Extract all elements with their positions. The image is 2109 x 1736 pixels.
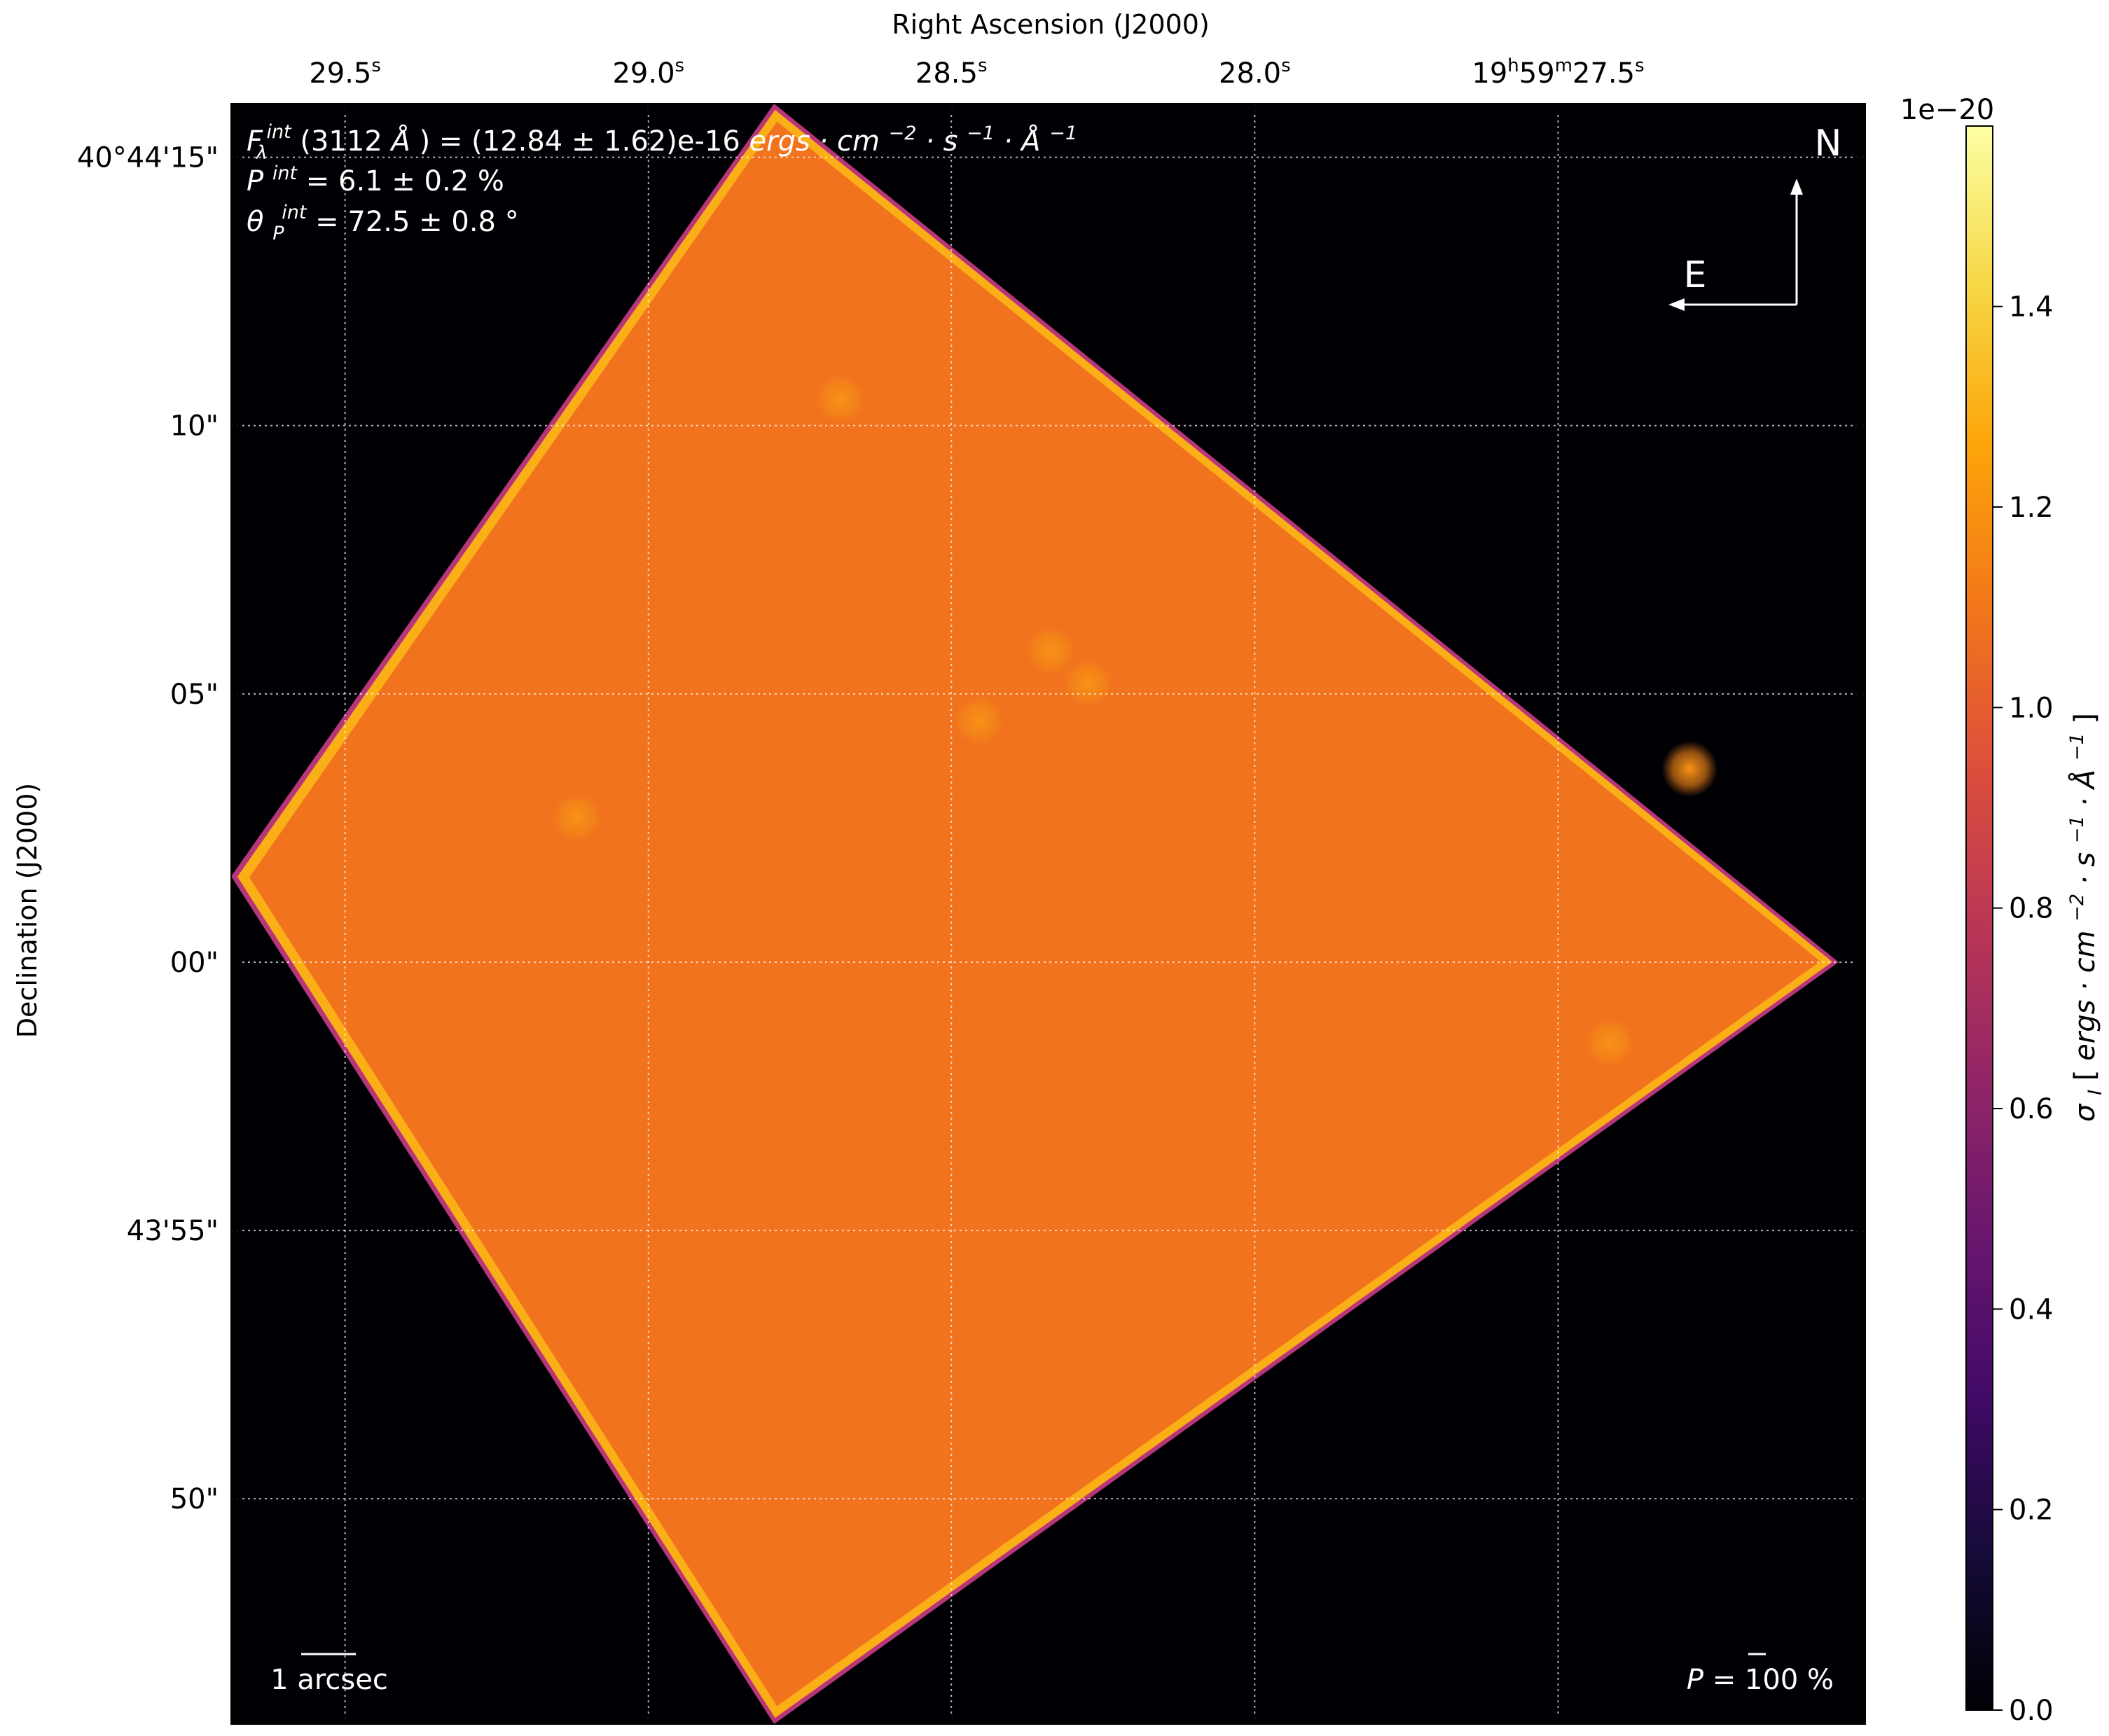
colorbar-tick-label: 1.4 [2009,291,2054,324]
cbar-close: ] [2069,713,2101,724]
flux-symbol: F [247,125,263,158]
x-ticks: 29.5s 29.0s 28.5s 28.0s 19h59m27.5s [309,55,1645,1724]
colorbar-tick-label: 0.0 [2009,1695,2054,1727]
x-tick-label: 28.5s [915,55,988,90]
colorbar-tick-label: 0.8 [2009,893,2054,925]
pol-symbol: P [247,165,264,197]
source-1 [950,693,1007,749]
flux-unit-c: · Å [1004,124,1041,158]
colorbar-tick-label: 1.2 [2009,492,2054,524]
cbar-unit-b-exp: −1 [2066,815,2088,843]
angle-annotation: θ P int = 72.5 ± 0.8 ° [247,193,519,246]
angle-sub: P [272,223,284,244]
source-7 [1661,741,1718,798]
y-tick-label: 10" [170,410,219,443]
flux-sup: int [266,121,292,143]
angle-value: = 72.5 ± 0.8 ° [315,206,519,238]
flux-unit-a: ergs · cm [749,125,880,158]
source-3 [1023,623,1079,679]
flux-sub: λ [255,142,268,164]
cbar-unit-a: ergs · cm [2069,930,2101,1060]
angle-sup: int [282,202,307,223]
x-tick-label: 28.0s [1219,55,1291,90]
pol-scale-value: = 100 % [1713,1664,1834,1696]
compass: N E [1668,123,1841,311]
y-tick-label: 43'55" [127,1215,219,1247]
y-tick-label: 40°44'15" [77,142,219,174]
scale-bar: 1 arcsec [270,1653,388,1696]
north-label: N [1815,123,1842,165]
colorbar-tick-label: 0.6 [2009,1093,2054,1125]
source-4 [548,789,605,846]
polarization-annotation: P int = 6.1 ± 0.2 % [247,154,504,197]
colorbar-label: σ I [ ergs · cm −2 · s −1 · Å −1 ] [2058,713,2108,1122]
flux-wavelength: (3112 [300,125,391,158]
pol-scale-label: P = 100 % [1687,1664,1834,1696]
cbar-unit-a-exp: −2 [2066,894,2088,922]
plot-frame [230,103,1866,1725]
angle-symbol: θ [247,206,263,238]
flux-angstrom: Å [389,124,410,158]
cbar-unit-c: · Å [2068,770,2101,807]
x-tick-label: 19h59m27.5s [1472,55,1644,90]
flux-value: ) = (12.84 ± 1.62)e-16 [420,125,749,158]
colorbar-ticks: 0.0 0.2 0.4 0.6 0.8 1.0 1.2 1.4 [1993,291,2054,1727]
colorbar-multiplier: 1e−20 [1900,94,1994,126]
flux-unit-b-exp: −1 [967,123,995,144]
gridlines [231,104,1865,1724]
x-axis-label: Right Ascension (J2000) [892,9,1210,40]
colorbar: 0.0 0.2 0.4 0.6 0.8 1.0 1.2 1.4 1e−20 σ I [ erg… [1900,94,2108,1727]
colorbar-tick-label: 1.0 [2009,692,2054,724]
cbar-sigma-sub: I [2084,1090,2106,1095]
sources [548,370,1718,1071]
source-2 [1060,655,1116,711]
x-tick-label: 29.5s [309,55,381,90]
y-axis-label: Declination (J2000) [12,783,43,1038]
y-tick-label: 05" [170,679,219,711]
field-interior [249,121,1821,1707]
colorbar-fill [1965,125,1993,1711]
colorbar-tick-label: 0.4 [2009,1293,2054,1326]
flux-unit-c-exp: −1 [1049,123,1077,144]
cbar-sigma: σ [2069,1103,2101,1122]
x-tick-label: 29.0s [612,55,684,90]
cbar-unit-b: · s [2069,852,2101,884]
y-tick-label: 50" [170,1483,219,1515]
y-tick-label: 00" [170,947,219,979]
flux-unit-a-exp: −2 [889,123,917,144]
colorbar-tick-label: 0.2 [2009,1494,2054,1527]
scale-bar-label: 1 arcsec [270,1664,388,1696]
east-label: E [1684,254,1707,296]
y-ticks: 40°44'15" 10" 05" 00" 43'55" 50" [77,142,1865,1515]
cbar-open: [ [2069,1070,2101,1081]
polarization-scale: P = 100 % [1687,1653,1834,1696]
pol-value: = 6.1 ± 0.2 % [306,165,504,197]
pol-scale-symbol: P [1687,1664,1704,1696]
east-arrow-head [1668,298,1685,311]
flux-unit-b: · s [925,125,957,158]
flux-annotation: F λ int (3112 Å ) = (12.84 ± 1.62)e-16 e… [247,113,1077,166]
source-5 [813,370,869,427]
source-6 [1582,1014,1638,1071]
north-arrow-head [1790,179,1803,195]
pol-sup: int [272,162,298,184]
image-axes: 29.5s 29.0s 28.5s 28.0s 19h59m27.5s 40°44'15… [77,55,1866,1725]
cbar-unit-c-exp: −1 [2066,732,2088,761]
